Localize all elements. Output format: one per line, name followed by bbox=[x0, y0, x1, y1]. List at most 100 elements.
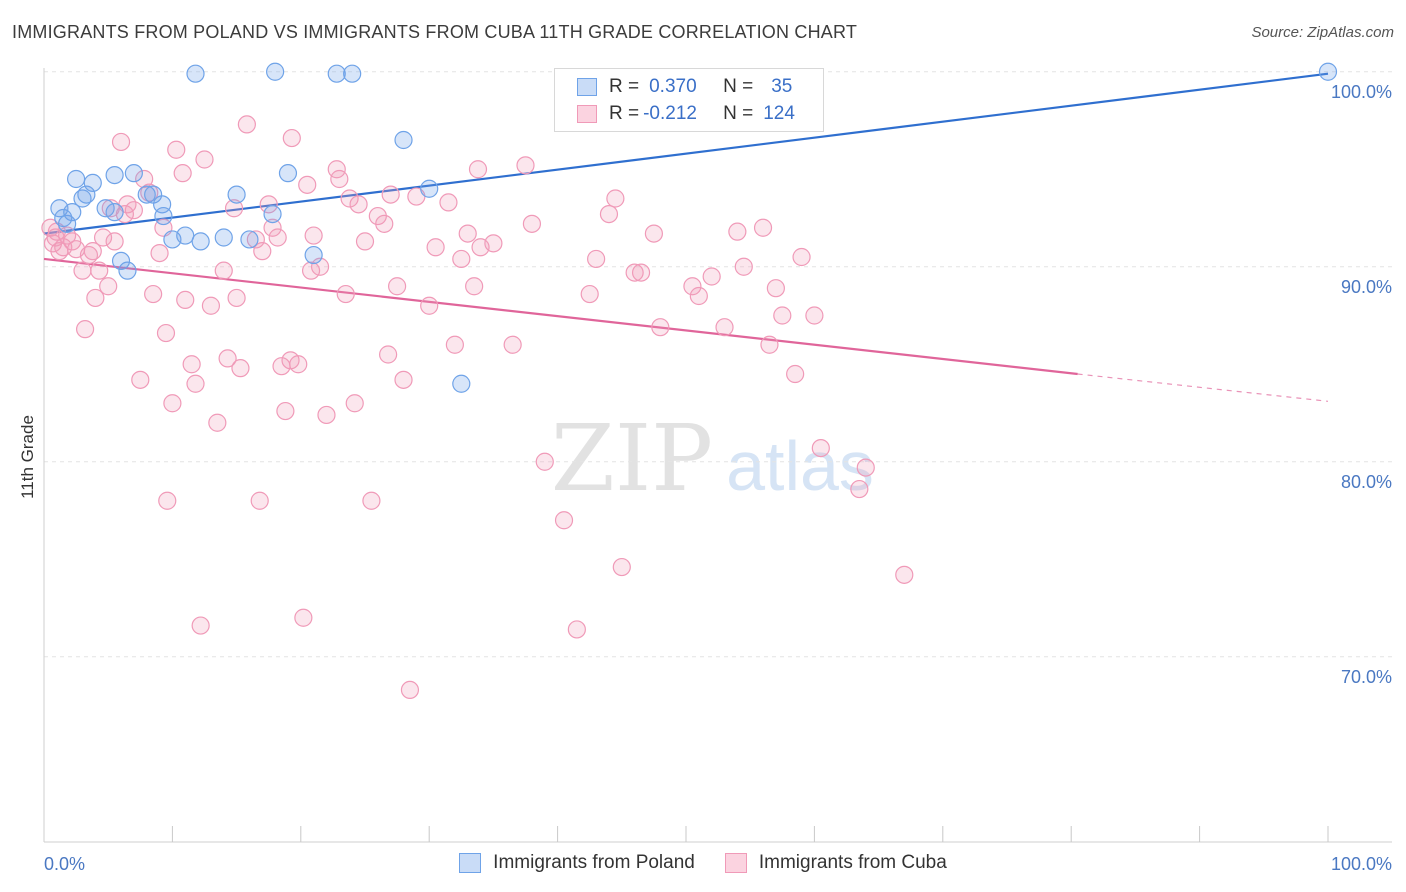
point-cuba bbox=[734, 257, 753, 276]
point-poland bbox=[77, 185, 96, 204]
point-cuba bbox=[336, 284, 355, 304]
point-cuba bbox=[150, 244, 169, 263]
point-cuba bbox=[124, 201, 143, 220]
point-cuba bbox=[304, 226, 323, 245]
point-cuba bbox=[237, 115, 256, 134]
point-cuba bbox=[227, 288, 246, 308]
point-cuba bbox=[728, 222, 747, 241]
legend-poland-r: 0.370 bbox=[649, 76, 697, 97]
point-poland bbox=[452, 374, 471, 393]
point-poland bbox=[124, 164, 143, 183]
point-cuba bbox=[131, 370, 150, 389]
point-cuba bbox=[294, 608, 313, 627]
point-cuba bbox=[715, 318, 734, 337]
series-legend-cuba: Immigrants from Cuba bbox=[724, 852, 947, 874]
point-cuba bbox=[250, 491, 269, 510]
point-cuba bbox=[276, 401, 295, 421]
legend-r-label: R = bbox=[609, 76, 640, 97]
point-cuba bbox=[465, 277, 484, 296]
point-cuba bbox=[792, 247, 811, 267]
point-cuba bbox=[612, 557, 631, 577]
point-cuba bbox=[811, 439, 830, 458]
point-cuba bbox=[218, 349, 237, 368]
point-cuba bbox=[599, 205, 619, 224]
point-cuba bbox=[83, 242, 102, 261]
point-cuba bbox=[452, 249, 471, 269]
poland-legend-swatch bbox=[459, 853, 482, 873]
trend-line-poland bbox=[43, 72, 1329, 235]
point-cuba bbox=[766, 279, 785, 298]
point-cuba bbox=[580, 284, 599, 304]
point-cuba bbox=[503, 335, 522, 354]
point-poland bbox=[96, 199, 115, 218]
point-cuba bbox=[567, 620, 586, 639]
point-poland bbox=[394, 130, 413, 150]
point-cuba bbox=[426, 238, 445, 257]
point-cuba bbox=[362, 491, 381, 510]
y-tick-label: 70.0% bbox=[1341, 667, 1392, 687]
y-tick-label: 80.0% bbox=[1341, 472, 1392, 492]
legend-n-label: N = bbox=[723, 76, 754, 97]
point-poland bbox=[58, 214, 77, 233]
point-cuba bbox=[93, 228, 113, 247]
point-poland bbox=[240, 230, 259, 249]
y-axis-title: 11th Grade bbox=[18, 415, 37, 499]
point-cuba bbox=[651, 318, 670, 337]
point-cuba bbox=[105, 232, 124, 251]
point-cuba bbox=[554, 511, 574, 530]
point-poland bbox=[266, 62, 285, 81]
point-cuba bbox=[259, 195, 278, 214]
point-cuba bbox=[289, 355, 308, 374]
point-cuba bbox=[394, 370, 413, 389]
series-name-poland: Immigrants from Poland bbox=[493, 852, 695, 873]
y-tick-labels: 70.0% 80.0% 90.0% 100.0% bbox=[1331, 82, 1392, 687]
point-poland bbox=[105, 166, 124, 185]
point-poland bbox=[191, 232, 210, 251]
point-poland bbox=[278, 164, 298, 183]
point-poland bbox=[118, 261, 137, 280]
point-cuba bbox=[355, 232, 375, 251]
point-cuba bbox=[231, 359, 250, 378]
point-poland bbox=[420, 179, 439, 198]
point-cuba bbox=[99, 277, 118, 296]
point-cuba bbox=[182, 355, 201, 374]
point-cuba bbox=[760, 335, 779, 354]
point-cuba bbox=[173, 164, 192, 183]
point-cuba bbox=[301, 261, 321, 280]
point-cuba bbox=[625, 263, 644, 282]
point-cuba bbox=[144, 284, 163, 304]
series-legend: Immigrants from Poland Immigrants from C… bbox=[0, 852, 1406, 874]
point-cuba bbox=[73, 261, 92, 280]
legend-cuba-n: 124 bbox=[763, 103, 795, 124]
point-cuba bbox=[75, 320, 95, 339]
legend-cuba-r: -0.212 bbox=[643, 103, 697, 124]
point-poland bbox=[327, 64, 346, 83]
point-cuba bbox=[388, 277, 407, 296]
point-cuba bbox=[689, 286, 708, 306]
point-cuba bbox=[111, 132, 131, 152]
point-cuba bbox=[186, 374, 205, 393]
point-cuba bbox=[167, 140, 186, 159]
trend-line-cuba bbox=[43, 257, 1078, 376]
point-cuba bbox=[176, 290, 195, 309]
point-cuba bbox=[606, 189, 625, 208]
x-tick-label-max: 100.0% bbox=[1331, 854, 1392, 874]
chart-title: IMMIGRANTS FROM POLAND VS IMMIGRANTS FRO… bbox=[12, 22, 858, 42]
x-tick-label-min: 0.0% bbox=[44, 854, 85, 874]
point-cuba bbox=[263, 218, 282, 237]
cuba-swatch bbox=[577, 105, 597, 123]
point-cuba bbox=[191, 616, 210, 635]
point-cuba bbox=[90, 261, 109, 280]
point-poland bbox=[227, 185, 246, 204]
point-poland bbox=[111, 251, 131, 270]
trend-line-cuba-extension bbox=[1077, 373, 1329, 402]
point-poland bbox=[304, 245, 323, 265]
point-cuba bbox=[522, 214, 542, 233]
point-cuba bbox=[458, 224, 477, 243]
watermark-atlas: atlas bbox=[726, 427, 874, 505]
point-poland bbox=[66, 169, 86, 189]
point-cuba bbox=[850, 479, 869, 499]
source-label: Source: ZipAtlas.com bbox=[1251, 24, 1394, 41]
y-tick-label: 100.0% bbox=[1331, 82, 1392, 102]
